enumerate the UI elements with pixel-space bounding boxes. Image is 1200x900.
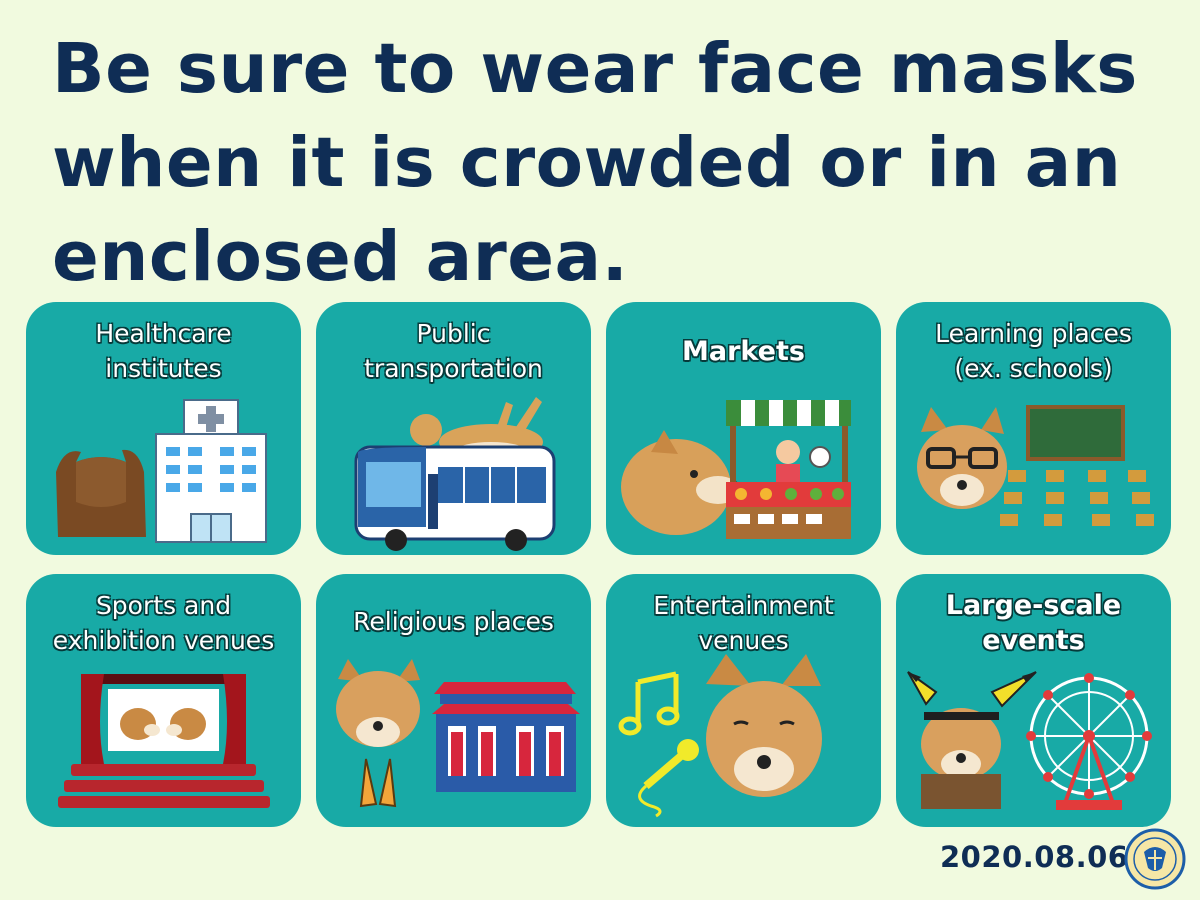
- card-label: Markets: [682, 336, 805, 367]
- music-note-icon: [618, 671, 680, 736]
- card-markets: Markets: [606, 302, 881, 555]
- card-label: Large-scale events: [945, 590, 1122, 656]
- ferris-wheel-icon: [907, 671, 1152, 810]
- dog-on-screen-icon: [120, 708, 206, 740]
- seat-rows: [58, 764, 270, 808]
- ferris-wheel: [1026, 673, 1152, 810]
- government-seal-icon: [1124, 828, 1186, 890]
- dog-with-glasses-icon: [917, 407, 1007, 509]
- microphone-icon: [638, 739, 699, 818]
- dog-back-icon: [56, 449, 146, 537]
- card-healthcare: Healthcare institutes: [26, 302, 301, 555]
- hospital-icon: [56, 399, 267, 543]
- market-stall: [726, 400, 851, 539]
- dog-praying-icon: [336, 659, 420, 808]
- theater-icon: [58, 674, 270, 808]
- card-label: Public transportation: [364, 319, 543, 383]
- bus-body: [354, 445, 556, 551]
- card-large-scale-events: Large-scale events: [896, 574, 1171, 827]
- dog-head-icon: [621, 430, 740, 535]
- card-entertainment-venues: Entertainment venues: [606, 574, 881, 827]
- bus-icon: [354, 397, 556, 551]
- temple-icon: [336, 659, 580, 808]
- card-label: Healthcare institutes: [95, 319, 232, 383]
- card-label: Entertainment venues: [653, 591, 834, 655]
- card-sports-exhibition: Sports and exhibition venues: [26, 574, 301, 827]
- card-label: Religious places: [353, 607, 554, 636]
- headline: Be sure to wear face masks when it is cr…: [52, 29, 1138, 297]
- card-public-transportation: Public transportation: [316, 302, 591, 555]
- dog-face-icon: [706, 654, 822, 797]
- market-stall-icon: [621, 400, 851, 539]
- dog-pikachu-ears-icon: [907, 671, 1037, 809]
- chalkboard: [1026, 405, 1125, 461]
- hospital-building: [155, 399, 267, 543]
- temple-building: [432, 682, 580, 792]
- venue-grid: Healthcare institutes: [26, 302, 1171, 827]
- card-label: Sports and exhibition venues: [52, 591, 275, 655]
- music-icon: [618, 654, 822, 818]
- classroom-icon: [917, 405, 1154, 526]
- desks: [1000, 470, 1154, 526]
- card-label: Learning places (ex. schools): [935, 319, 1132, 383]
- date-stamp: 2020.08.06: [940, 840, 1129, 874]
- card-learning-places: Learning places (ex. schools): [896, 302, 1171, 555]
- card-religious-places: Religious places: [316, 574, 591, 827]
